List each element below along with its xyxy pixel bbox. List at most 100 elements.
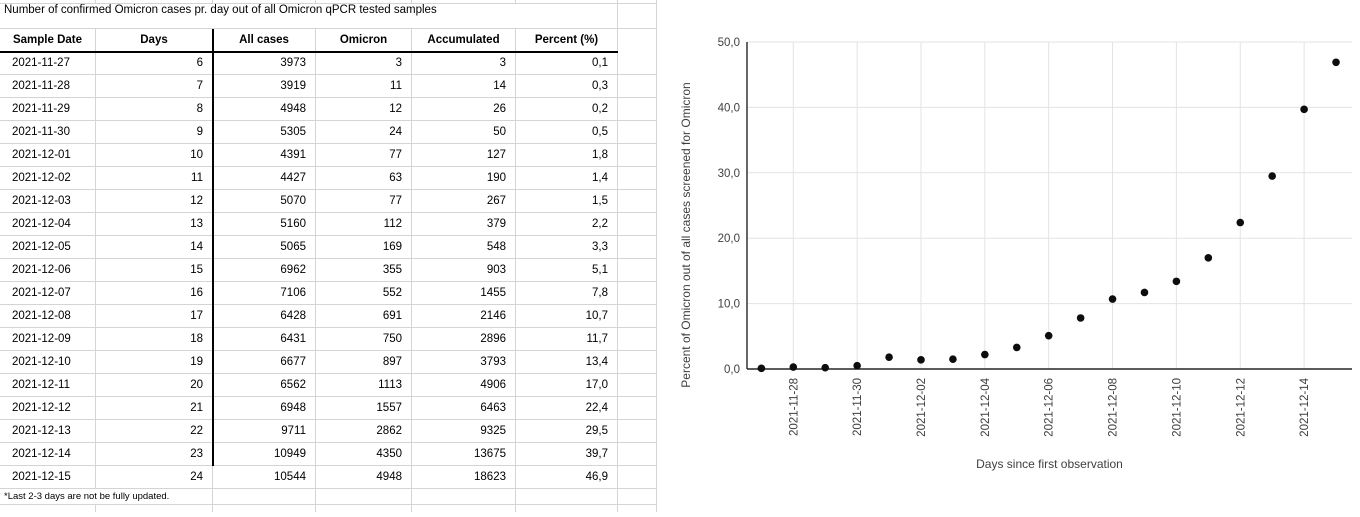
cell-percent[interactable]: 1,8: [516, 144, 618, 166]
cell-percent[interactable]: 29,5: [516, 420, 618, 442]
cell-omicron[interactable]: 2862: [316, 420, 412, 442]
cell-all-cases[interactable]: 5305: [213, 121, 316, 143]
cell-omicron[interactable]: 1113: [316, 374, 412, 396]
cell-accumulated[interactable]: 3793: [412, 351, 516, 373]
cell-sample-date[interactable]: 2021-12-14: [0, 443, 96, 465]
omicron-scatter-chart[interactable]: 0,0 10,0 20,0 30,0 40,0 50,0 2021-11-28 2021-11…: [657, 0, 1360, 512]
cell-percent[interactable]: 3,3: [516, 236, 618, 258]
cell-sample-date[interactable]: 2021-11-27: [0, 52, 96, 74]
cell-percent[interactable]: 5,1: [516, 259, 618, 281]
cell-sample-date[interactable]: 2021-12-03: [0, 190, 96, 212]
cell-accumulated[interactable]: 190: [412, 167, 516, 189]
cell-percent[interactable]: 0,2: [516, 98, 618, 120]
cell-accumulated[interactable]: 26: [412, 98, 516, 120]
cell-all-cases[interactable]: 6948: [213, 397, 316, 419]
col-header-accumulated[interactable]: Accumulated: [412, 29, 516, 52]
cell-omicron[interactable]: 355: [316, 259, 412, 281]
cell-sample-date[interactable]: 2021-12-08: [0, 305, 96, 327]
footnote[interactable]: *Last 2-3 days are not be fully updated.: [0, 489, 213, 504]
cell-omicron[interactable]: 63: [316, 167, 412, 189]
cell-days[interactable]: 20: [96, 374, 213, 396]
sheet-title[interactable]: Number of confirmed Omicron cases pr. da…: [4, 4, 437, 16]
cell-omicron[interactable]: 4948: [316, 466, 412, 488]
cell-percent[interactable]: 7,8: [516, 282, 618, 304]
cell-omicron[interactable]: 3: [316, 52, 412, 74]
cell-days[interactable]: 13: [96, 213, 213, 235]
cell-sample-date[interactable]: 2021-12-15: [0, 466, 96, 488]
cell-days[interactable]: 9: [96, 121, 213, 143]
cell-days[interactable]: 15: [96, 259, 213, 281]
col-header-all-cases[interactable]: All cases: [213, 29, 316, 52]
cell-all-cases[interactable]: 4391: [213, 144, 316, 166]
cell-all-cases[interactable]: 5070: [213, 190, 316, 212]
cell-omicron[interactable]: 77: [316, 190, 412, 212]
cell-omicron[interactable]: 1557: [316, 397, 412, 419]
cell-sample-date[interactable]: 2021-12-01: [0, 144, 96, 166]
cell-all-cases[interactable]: 6962: [213, 259, 316, 281]
cell-percent[interactable]: 10,7: [516, 305, 618, 327]
cell-days[interactable]: 24: [96, 466, 213, 488]
col-header-omicron[interactable]: Omicron: [316, 29, 412, 52]
cell-accumulated[interactable]: 903: [412, 259, 516, 281]
cell-accumulated[interactable]: 2146: [412, 305, 516, 327]
cell-all-cases[interactable]: 7106: [213, 282, 316, 304]
cell-sample-date[interactable]: 2021-11-30: [0, 121, 96, 143]
cell-all-cases[interactable]: 3919: [213, 75, 316, 97]
cell-sample-date[interactable]: 2021-11-28: [0, 75, 96, 97]
cell-days[interactable]: 23: [96, 443, 213, 465]
cell-accumulated[interactable]: 13675: [412, 443, 516, 465]
cell-sample-date[interactable]: 2021-12-13: [0, 420, 96, 442]
cell-accumulated[interactable]: 14: [412, 75, 516, 97]
cell-percent[interactable]: 22,4: [516, 397, 618, 419]
cell-days[interactable]: 19: [96, 351, 213, 373]
cell-all-cases[interactable]: 5065: [213, 236, 316, 258]
cell-sample-date[interactable]: 2021-12-02: [0, 167, 96, 189]
cell-accumulated[interactable]: 18623: [412, 466, 516, 488]
cell-percent[interactable]: 0,3: [516, 75, 618, 97]
cell-sample-date[interactable]: 2021-12-04: [0, 213, 96, 235]
cell-all-cases[interactable]: 4948: [213, 98, 316, 120]
cell-accumulated[interactable]: 267: [412, 190, 516, 212]
cell-percent[interactable]: 0,1: [516, 52, 618, 74]
cell-days[interactable]: 7: [96, 75, 213, 97]
cell-days[interactable]: 8: [96, 98, 213, 120]
cell-all-cases[interactable]: 4427: [213, 167, 316, 189]
cell-sample-date[interactable]: 2021-12-09: [0, 328, 96, 350]
cell-days[interactable]: 14: [96, 236, 213, 258]
cell-days[interactable]: 6: [96, 52, 213, 74]
cell-percent[interactable]: 17,0: [516, 374, 618, 396]
cell-sample-date[interactable]: 2021-12-10: [0, 351, 96, 373]
cell-sample-date[interactable]: 2021-12-12: [0, 397, 96, 419]
cell-days[interactable]: 12: [96, 190, 213, 212]
cell-accumulated[interactable]: 6463: [412, 397, 516, 419]
cell-all-cases[interactable]: 5160: [213, 213, 316, 235]
cell-accumulated[interactable]: 4906: [412, 374, 516, 396]
cell-omicron[interactable]: 77: [316, 144, 412, 166]
cell-percent[interactable]: 1,4: [516, 167, 618, 189]
cell-days[interactable]: 21: [96, 397, 213, 419]
cell-accumulated[interactable]: 548: [412, 236, 516, 258]
cell-omicron[interactable]: 750: [316, 328, 412, 350]
cell-days[interactable]: 16: [96, 282, 213, 304]
cell-all-cases[interactable]: 3973: [213, 52, 316, 74]
cell-omicron[interactable]: 691: [316, 305, 412, 327]
cell-percent[interactable]: 0,5: [516, 121, 618, 143]
cell-sample-date[interactable]: 2021-12-11: [0, 374, 96, 396]
cell-all-cases[interactable]: 10949: [213, 443, 316, 465]
cell-omicron[interactable]: 169: [316, 236, 412, 258]
col-header-days[interactable]: Days: [96, 29, 213, 52]
cell-all-cases[interactable]: 6677: [213, 351, 316, 373]
cell-percent[interactable]: 11,7: [516, 328, 618, 350]
cell-all-cases[interactable]: 9711: [213, 420, 316, 442]
cell-percent[interactable]: 1,5: [516, 190, 618, 212]
cell-all-cases[interactable]: 10544: [213, 466, 316, 488]
cell-sample-date[interactable]: 2021-12-05: [0, 236, 96, 258]
cell-accumulated[interactable]: 50: [412, 121, 516, 143]
cell-omicron[interactable]: 112: [316, 213, 412, 235]
cell-percent[interactable]: 39,7: [516, 443, 618, 465]
cell-all-cases[interactable]: 6428: [213, 305, 316, 327]
cell-accumulated[interactable]: 9325: [412, 420, 516, 442]
col-header-sample-date[interactable]: Sample Date: [0, 29, 96, 52]
cell-accumulated[interactable]: 127: [412, 144, 516, 166]
cell-sample-date[interactable]: 2021-12-06: [0, 259, 96, 281]
